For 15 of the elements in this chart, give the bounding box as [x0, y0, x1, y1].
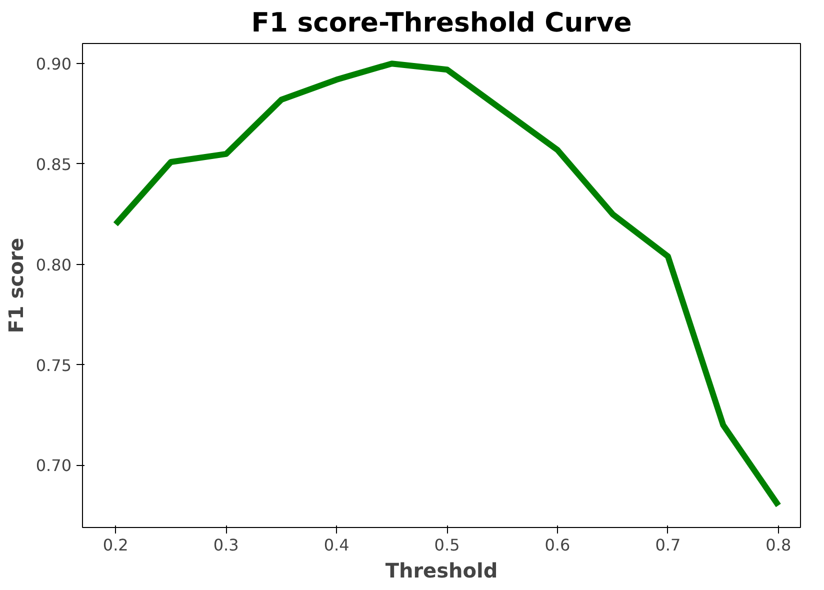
- y-tick-label: 0.90: [36, 54, 72, 74]
- x-tick-label: 0.6: [544, 536, 570, 554]
- x-tick-label: 0.7: [655, 536, 681, 554]
- chart-title: F1 score-Threshold Curve: [251, 8, 632, 38]
- y-tick-label: 0.80: [36, 255, 72, 274]
- x-tick-label: 0.8: [766, 536, 792, 554]
- x-axis-title: Threshold: [385, 558, 498, 582]
- y-axis-title: F1 score: [4, 238, 28, 334]
- x-tick-label: 0.3: [213, 536, 239, 554]
- x-tick-label: 0.4: [324, 536, 350, 554]
- x-tick-label: 0.5: [434, 536, 460, 554]
- y-tick-label: 0.75: [36, 356, 72, 375]
- x-tick-label: 0.2: [102, 536, 128, 554]
- y-tick-label: 0.70: [36, 456, 72, 476]
- y-tick-label: 0.85: [36, 155, 72, 174]
